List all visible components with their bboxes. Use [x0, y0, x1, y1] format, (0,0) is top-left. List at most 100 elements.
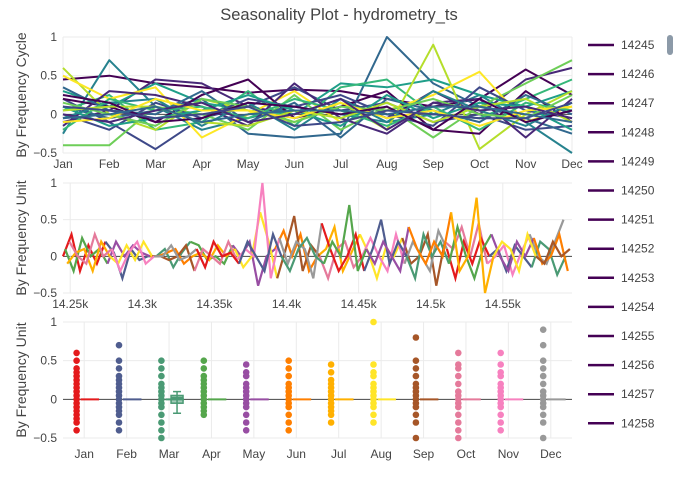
box-point — [539, 365, 547, 372]
box-point — [327, 361, 335, 368]
legend-item[interactable]: 14248 — [588, 125, 655, 139]
y-tick-label: 0.5 — [40, 213, 57, 227]
x-tick-label: Oct — [470, 157, 489, 171]
cycle-y-ticks: −0.5 0 0.5 1 — [33, 30, 57, 160]
cycle-series-line — [62, 97, 573, 127]
cycle-series-line — [62, 101, 573, 127]
box-point — [455, 365, 462, 372]
legend-item[interactable]: 14253 — [588, 271, 655, 285]
box-point — [539, 411, 547, 419]
legend-label: 14252 — [621, 242, 655, 256]
unit-series-segment — [535, 239, 571, 266]
legend-item[interactable]: 14255 — [588, 329, 655, 343]
box-point — [73, 427, 80, 434]
box-point — [158, 434, 165, 442]
legend-item[interactable]: 14252 — [588, 242, 655, 256]
unit-series-segment — [532, 230, 569, 272]
cycle-x-ticks: Jan Feb Mar Apr May Jun Jul Aug Sep Oct Nov Dec — [53, 157, 582, 171]
x-tick-label: Jan — [75, 447, 94, 461]
legend-label: 14247 — [621, 96, 655, 110]
legend-item[interactable]: 14250 — [588, 184, 655, 198]
legend-item[interactable]: 14246 — [588, 67, 655, 81]
unit-series-segment — [405, 230, 451, 283]
box-point — [412, 334, 420, 341]
unit-panel[interactable]: 14.25k 14.3k 14.35k 14.4k 14.45k 14.5k 14.55k … — [13, 176, 572, 311]
y-tick-label: 1 — [50, 176, 57, 190]
legend-item[interactable]: 14249 — [588, 154, 655, 168]
unit-series-segment — [280, 235, 325, 274]
box-point — [158, 427, 165, 434]
box-point — [158, 411, 165, 419]
box-point — [285, 365, 293, 372]
x-tick-label: Sep — [413, 447, 435, 461]
unit-series-segment — [365, 226, 410, 275]
x-tick-label: Jun — [287, 447, 306, 461]
unit-series-segment — [450, 197, 495, 294]
legend-scrollbar[interactable] — [667, 35, 673, 55]
box-point — [412, 419, 420, 426]
legend-label: 14251 — [621, 213, 655, 227]
box-point — [412, 411, 420, 419]
box-point — [200, 357, 208, 365]
x-tick-label: Nov — [498, 447, 519, 461]
y-tick-label: 1 — [50, 30, 57, 44]
unit-series-segment — [68, 230, 113, 266]
x-tick-label: 14.5k — [416, 297, 446, 311]
box-strip-marks — [73, 318, 566, 442]
box-y-axis-label: By Frequency Unit — [13, 322, 29, 437]
legend-label: 14254 — [621, 300, 655, 314]
box-y-ticks: −0.5 0 0.5 1 — [33, 315, 57, 445]
unit-gridlines — [63, 182, 572, 294]
unit-series-segment — [154, 243, 198, 262]
cycle-series-line — [62, 105, 573, 124]
legend-item[interactable]: 14257 — [588, 387, 655, 401]
x-tick-label: 14.4k — [272, 297, 302, 311]
box-point — [158, 365, 165, 372]
cycle-series-line — [62, 78, 573, 116]
cycle-series-line — [62, 43, 573, 151]
box-point — [285, 419, 293, 426]
unit-series-segment — [407, 212, 453, 267]
legend-item[interactable]: 14247 — [588, 96, 655, 110]
unit-series-segment — [447, 222, 493, 282]
box-point — [497, 361, 505, 368]
x-tick-label: Apr — [202, 447, 221, 461]
box-point — [497, 411, 505, 419]
y-tick-label: −0.5 — [33, 146, 57, 160]
legend-item[interactable]: 14258 — [588, 416, 655, 430]
box-point — [115, 419, 123, 426]
unit-x-ticks: 14.25k 14.3k 14.35k 14.4k 14.45k 14.5k 14.55k — [52, 297, 522, 311]
box-point — [539, 341, 547, 349]
legend-item[interactable]: 14256 — [588, 358, 655, 372]
x-tick-label: 14.45k — [341, 297, 378, 311]
box-panel[interactable]: Jan Feb Mar Apr May Jun Jul Aug Sep Oct Nov Dec −0.… — [13, 315, 572, 461]
y-tick-label: 1 — [50, 315, 57, 329]
y-tick-label: −0.5 — [33, 431, 57, 445]
legend-item[interactable]: 14254 — [588, 300, 655, 314]
box-point — [370, 361, 377, 368]
legend[interactable]: 14245 14246 14247 14248 14249 14250 14251 14252… — [588, 38, 655, 430]
x-tick-label: Jun — [285, 157, 304, 171]
legend-label: 14248 — [621, 125, 655, 139]
unit-series-segment — [320, 222, 366, 274]
box-point — [539, 380, 547, 388]
x-tick-label: Oct — [457, 447, 476, 461]
box-point — [115, 357, 123, 365]
unit-series-segment — [316, 223, 361, 275]
legend-label: 14255 — [621, 329, 655, 343]
cycle-panel[interactable]: Jan Feb Mar Apr May Jun Jul Aug Sep Oct Nov Dec −0.… — [13, 30, 583, 171]
box-point — [497, 349, 505, 357]
box-point — [539, 372, 547, 380]
box-point — [455, 411, 462, 419]
x-tick-label: May — [237, 157, 260, 171]
x-tick-label: 14.3k — [128, 297, 158, 311]
box-x-ticks: Jan Feb Mar Apr May Jun Jul Aug Sep Oct Nov Dec — [75, 447, 562, 461]
legend-item[interactable]: 14251 — [588, 213, 655, 227]
box-point — [115, 365, 123, 372]
cycle-series-lines — [62, 36, 573, 154]
legend-item[interactable]: 14245 — [588, 38, 655, 52]
box-point — [412, 365, 420, 372]
box-point — [497, 419, 505, 426]
unit-series-segment — [401, 230, 446, 286]
x-tick-label: Jul — [331, 447, 346, 461]
